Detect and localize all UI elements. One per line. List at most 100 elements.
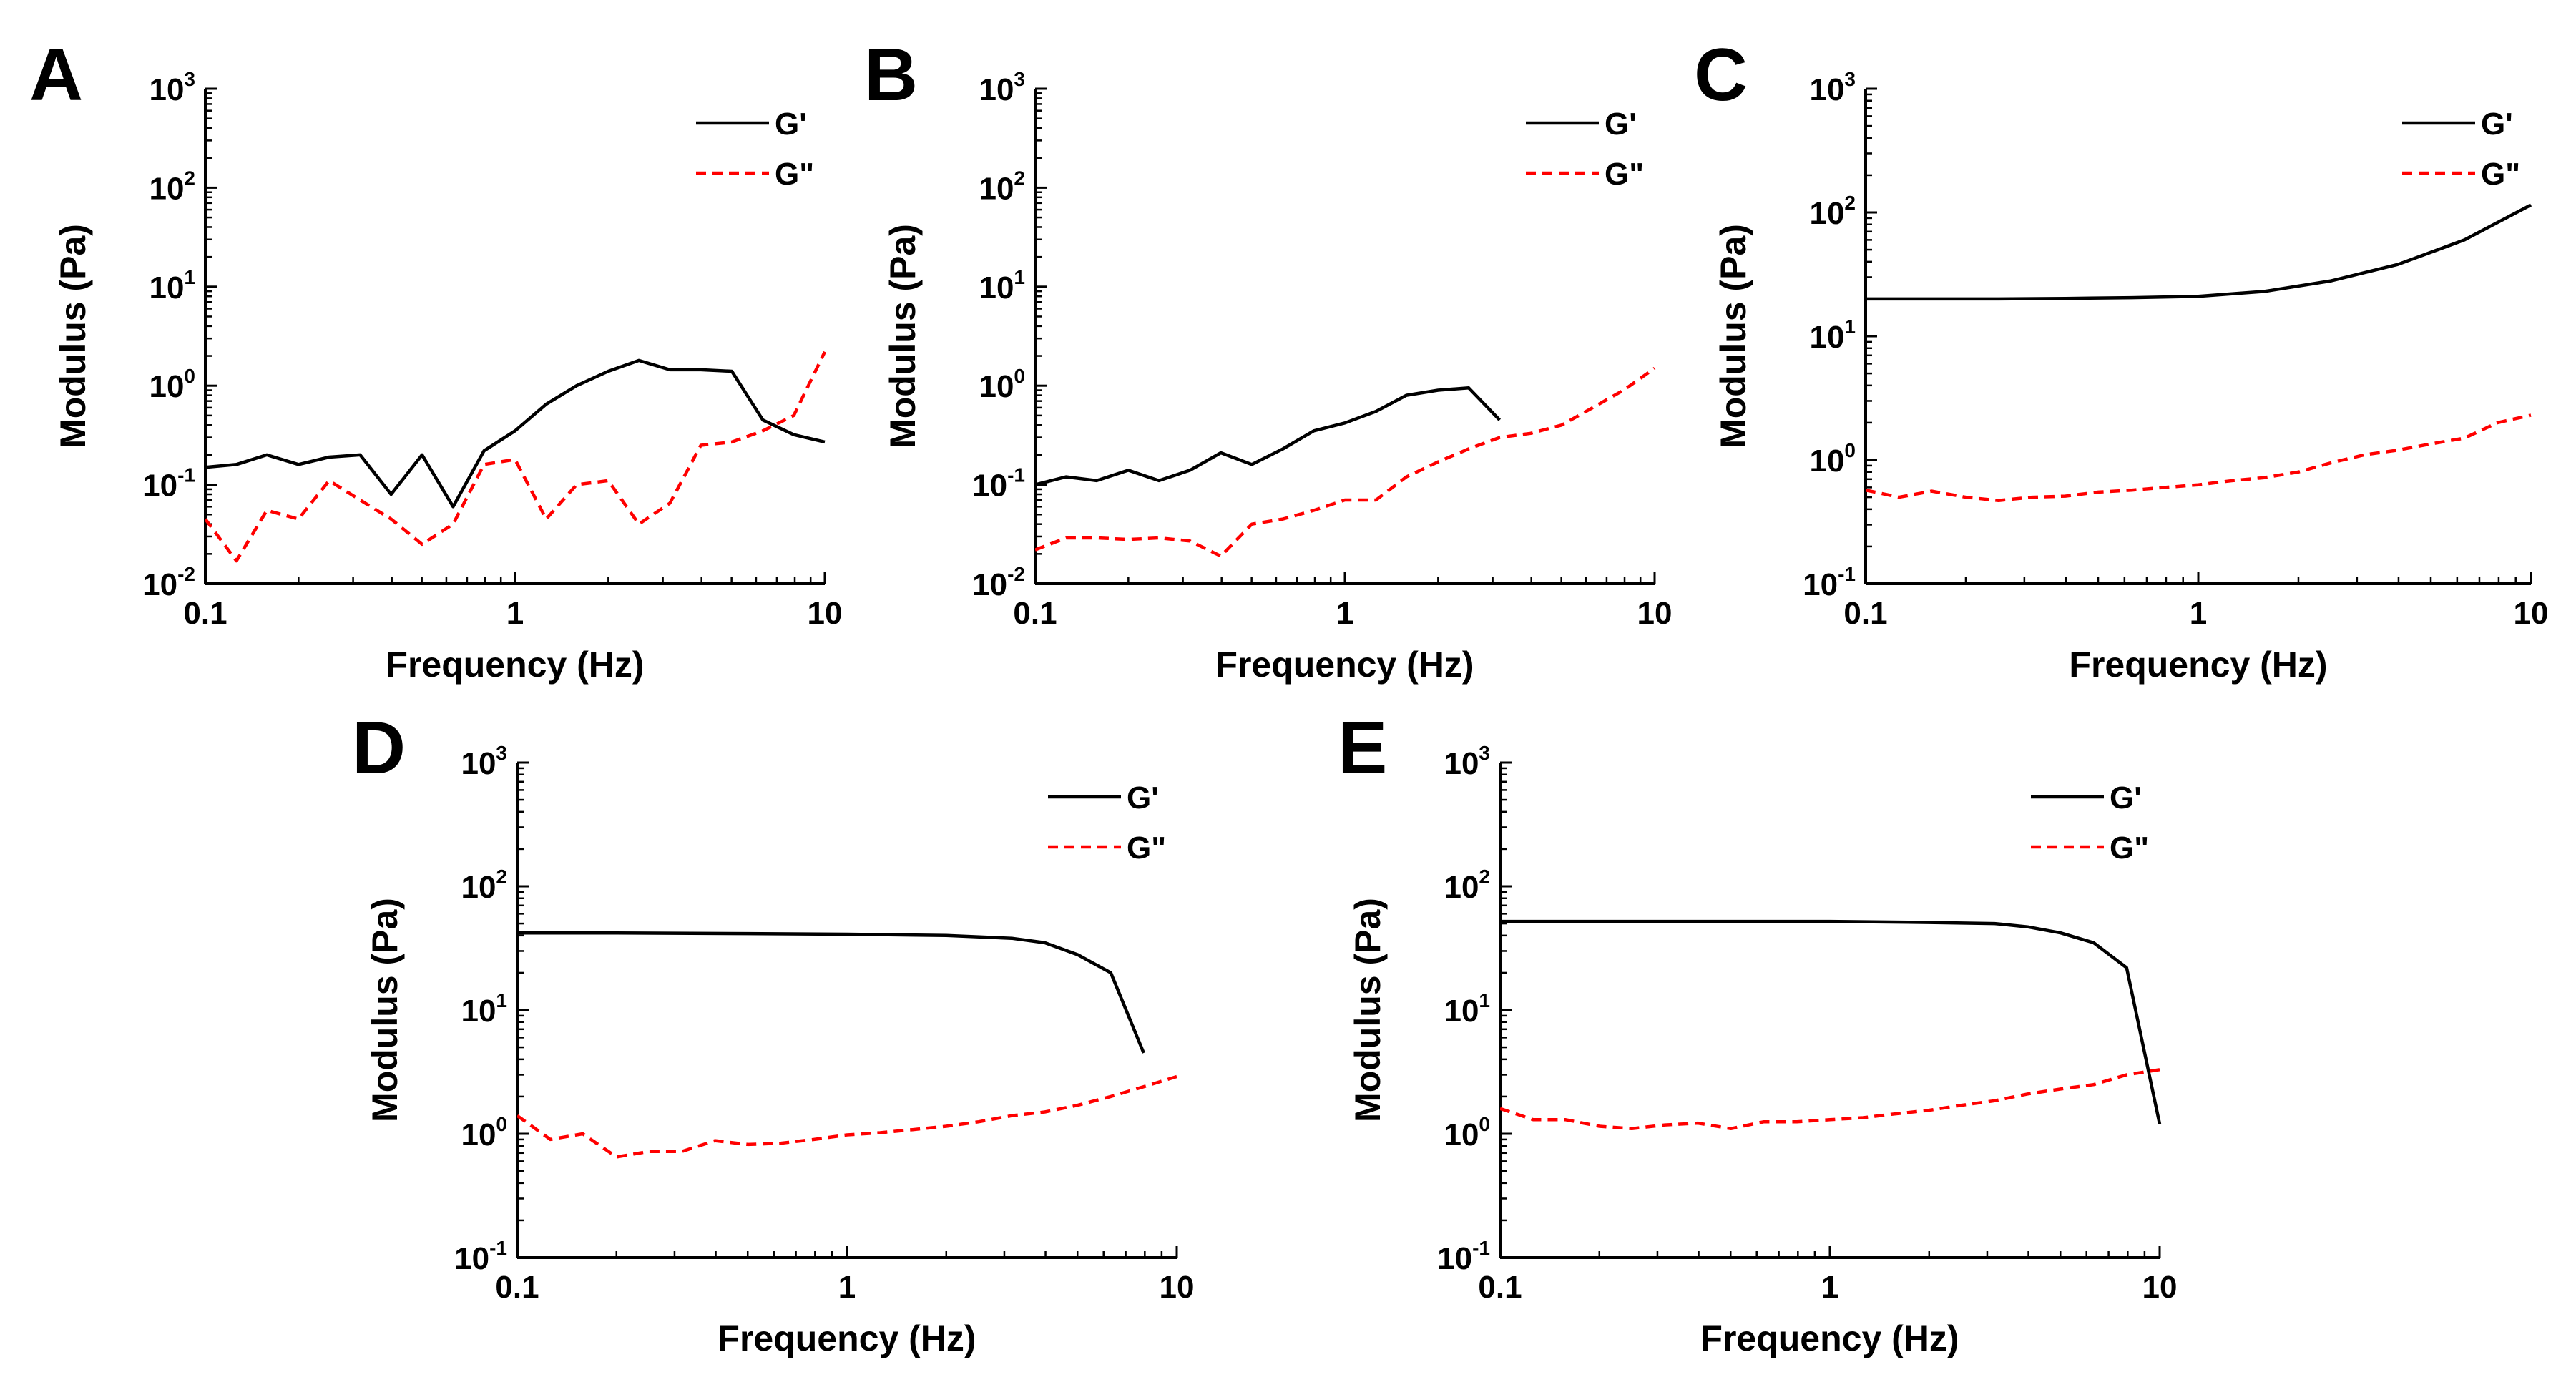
x-tick-label: 10 xyxy=(1160,1270,1195,1305)
legend-label: G' xyxy=(1605,107,1637,142)
x-tick-label: 1 xyxy=(838,1270,856,1305)
y-tick-base: 10 xyxy=(1809,72,1844,107)
y-tick-base: 10 xyxy=(149,72,184,107)
series-line-g-prime xyxy=(1035,386,1502,486)
y-tick-exponent: 2 xyxy=(1014,167,1025,189)
y-tick-label: 10-1 xyxy=(1803,563,1856,602)
y-tick-label: 100 xyxy=(149,365,195,404)
y-tick-exponent: 2 xyxy=(184,167,195,189)
x-tick-label: 0.1 xyxy=(1478,1270,1522,1305)
y-tick-label: 102 xyxy=(461,866,507,905)
y-tick-exponent: -2 xyxy=(1007,563,1025,585)
series-line-g-double-prime xyxy=(1866,413,2532,502)
x-tick-label: 1 xyxy=(1336,596,1353,631)
y-tick-label: 100 xyxy=(1809,439,1856,479)
series-line-g-double-prime xyxy=(205,351,827,563)
x-axis-title: Frequency (Hz) xyxy=(2069,645,2327,685)
y-tick-exponent: 1 xyxy=(184,266,195,288)
y-axis-title: Modulus (Pa) xyxy=(365,898,405,1122)
y-tick-base: 10 xyxy=(979,270,1014,305)
legend-label: G' xyxy=(1127,780,1159,815)
y-tick-exponent: 3 xyxy=(1479,742,1490,764)
y-tick-label: 102 xyxy=(149,167,195,206)
y-tick-base: 10 xyxy=(1437,1241,1472,1276)
x-tick-label: 10 xyxy=(2142,1270,2178,1305)
y-tick-base: 10 xyxy=(149,369,184,404)
y-tick-label: 101 xyxy=(461,989,507,1029)
y-tick-exponent: 0 xyxy=(1844,439,1856,461)
x-axis-title: Frequency (Hz) xyxy=(1700,1318,1959,1358)
series-line-g-prime xyxy=(1866,203,2532,301)
legend-label: G' xyxy=(775,107,807,142)
x-tick-label: 0.1 xyxy=(495,1270,539,1305)
y-tick-base: 10 xyxy=(461,746,496,781)
x-tick-label: 0.1 xyxy=(183,596,227,631)
y-tick-base: 10 xyxy=(142,567,177,602)
y-tick-base: 10 xyxy=(1809,443,1844,479)
panel-label: B xyxy=(864,34,918,117)
y-tick-exponent: 0 xyxy=(496,1113,507,1135)
y-tick-exponent: 0 xyxy=(184,365,195,387)
y-tick-label: 103 xyxy=(1444,742,1490,781)
y-tick-exponent: -1 xyxy=(489,1237,507,1259)
legend-label: G" xyxy=(2481,157,2520,192)
y-tick-base: 10 xyxy=(972,567,1007,602)
y-tick-base: 10 xyxy=(149,171,184,206)
y-tick-base: 10 xyxy=(1803,567,1838,602)
legend-label: G' xyxy=(2481,107,2513,142)
y-tick-base: 10 xyxy=(1444,870,1479,905)
y-tick-label: 102 xyxy=(1809,192,1856,231)
y-tick-exponent: 1 xyxy=(1844,315,1856,338)
y-tick-exponent: 2 xyxy=(1479,866,1490,888)
y-tick-exponent: -2 xyxy=(177,563,195,585)
y-tick-exponent: 1 xyxy=(496,989,507,1011)
y-tick-label: 10-2 xyxy=(972,563,1025,602)
series-line-g-prime xyxy=(205,358,826,509)
y-tick-exponent: 3 xyxy=(496,742,507,764)
y-tick-label: 102 xyxy=(1444,866,1490,905)
x-tick-label: 1 xyxy=(1821,1270,1838,1305)
x-axis-title: Frequency (Hz) xyxy=(1215,645,1474,685)
y-tick-exponent: 1 xyxy=(1014,266,1025,288)
y-tick-base: 10 xyxy=(1809,320,1844,355)
y-tick-label: 102 xyxy=(979,167,1025,206)
y-tick-base: 10 xyxy=(1444,1117,1479,1152)
y-tick-label: 103 xyxy=(979,68,1025,107)
y-tick-base: 10 xyxy=(979,72,1014,107)
series-line-g-prime xyxy=(1500,919,2162,1124)
y-tick-label: 10-1 xyxy=(1437,1237,1490,1276)
y-tick-base: 10 xyxy=(979,369,1014,404)
y-tick-exponent: 3 xyxy=(1014,68,1025,90)
y-tick-base: 10 xyxy=(1444,994,1479,1029)
panel-label: D xyxy=(352,707,406,790)
y-tick-base: 10 xyxy=(461,994,496,1029)
y-axis-title: Modulus (Pa) xyxy=(53,224,93,449)
legend-label: G" xyxy=(2110,830,2149,866)
series-line-g-double-prime xyxy=(1500,1068,2160,1131)
x-tick-label: 0.1 xyxy=(1013,596,1057,631)
y-tick-label: 101 xyxy=(1444,989,1490,1029)
y-tick-label: 100 xyxy=(1444,1113,1490,1152)
y-tick-exponent: 3 xyxy=(1844,68,1856,90)
y-tick-exponent: -1 xyxy=(1838,563,1856,585)
y-axis-title: Modulus (Pa) xyxy=(1713,224,1753,449)
x-tick-label: 0.1 xyxy=(1843,596,1887,631)
y-tick-exponent: 0 xyxy=(1014,365,1025,387)
panel-label: E xyxy=(1338,707,1387,790)
y-tick-base: 10 xyxy=(454,1241,489,1276)
legend-label: G' xyxy=(2110,780,2142,815)
y-tick-base: 10 xyxy=(461,1117,496,1152)
x-tick-label: 10 xyxy=(2514,596,2549,631)
y-tick-label: 103 xyxy=(149,68,195,107)
y-tick-base: 10 xyxy=(149,270,184,305)
y-tick-exponent: 3 xyxy=(184,68,195,90)
y-tick-label: 101 xyxy=(979,266,1025,305)
y-axis-title: Modulus (Pa) xyxy=(1348,898,1388,1122)
x-tick-label: 10 xyxy=(1637,596,1673,631)
